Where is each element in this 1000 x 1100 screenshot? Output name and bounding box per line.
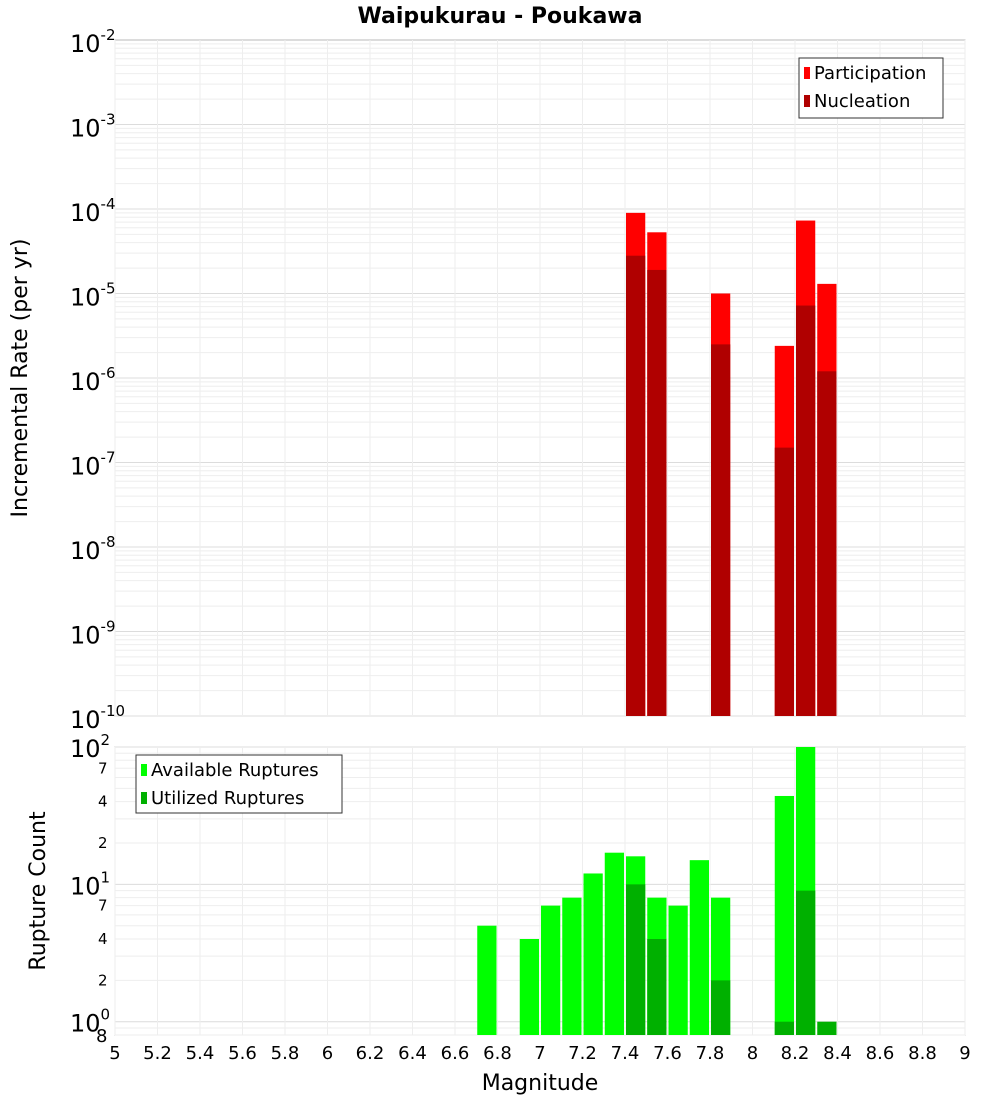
legend-swatch [804, 95, 810, 107]
y-tick-label: 10-3 [70, 111, 116, 143]
y-tick-label: 10-7 [70, 449, 116, 481]
rupture-bar [796, 890, 816, 1035]
rupture-bar [519, 939, 539, 1035]
rupture-bar [817, 1021, 837, 1035]
y-minor-tick-label: 7 [98, 759, 108, 777]
bottom-plot-area: 100 101 102 8 2 4 7 2 4 7 5 5.2 5.4 5.6 5.8 6 6.2 6.4 6.6… [26, 731, 971, 1096]
x-tick-label: 6.2 [356, 1043, 385, 1064]
legend-entry: Nucleation [814, 91, 910, 112]
y-minor-tick-label: 7 [98, 897, 108, 915]
rate-bar [774, 447, 794, 716]
y-tick-label: 10-8 [70, 533, 116, 565]
y-tick-label: 10-6 [70, 364, 116, 396]
y-tick-label: 10-5 [70, 280, 116, 312]
legend-box [798, 57, 944, 119]
rupture-bar [711, 980, 731, 1035]
x-tick-label: 6.4 [398, 1043, 427, 1064]
legend-box [135, 754, 343, 814]
x-tick-label: 8.8 [908, 1043, 937, 1064]
rate-bar [626, 255, 646, 716]
x-tick-label: 8.2 [781, 1043, 810, 1064]
x-tick-label: 8 [747, 1043, 758, 1064]
chart-title: Waipukurau - Poukawa [358, 4, 643, 29]
top-legend: Participation Nucleation [798, 57, 944, 119]
rate-bar [817, 371, 837, 716]
y-tick-label: 10-2 [70, 26, 116, 58]
x-tick-label: 6.6 [441, 1043, 470, 1064]
rupture-bar [562, 897, 582, 1035]
y-tick-label: 101 [70, 868, 110, 900]
rupture-bar [689, 860, 709, 1035]
rate-bar [796, 305, 816, 716]
legend-swatch [141, 764, 147, 776]
rupture-bar [604, 852, 624, 1035]
rupture-bar [626, 884, 646, 1035]
x-tick-label: 5.8 [271, 1043, 300, 1064]
y-minor-tick-label: 8 [96, 1026, 107, 1047]
bottom-y-axis-label: Rupture Count [26, 811, 51, 971]
x-tick-label: 5.4 [186, 1043, 215, 1064]
x-tick-label: 6 [322, 1043, 333, 1064]
legend-entry: Participation [814, 63, 926, 84]
rupture-bar [774, 1021, 794, 1035]
x-axis-label: Magnitude [482, 1071, 599, 1096]
x-tick-label: 5.6 [228, 1043, 257, 1064]
rupture-bar [477, 925, 497, 1035]
rupture-bar [668, 905, 688, 1035]
y-tick-label: 10-4 [70, 195, 116, 227]
top-y-axis-label: Incremental Rate (per yr) [8, 239, 33, 518]
x-tick-label: 5.2 [143, 1043, 172, 1064]
rate-bar [711, 344, 731, 716]
top-y-ticks: 10-10 10-9 10-8 10-7 10-6 10-5 10-4 10-3 10-2 [70, 26, 125, 734]
top-bars [626, 212, 837, 716]
y-tick-label: 10-9 [70, 618, 116, 650]
bottom-legend: Available Ruptures Utilized Ruptures [135, 754, 343, 814]
x-tick-label: 5 [109, 1043, 120, 1064]
y-minor-tick-label: 2 [98, 834, 108, 852]
y-tick-label: 10-10 [70, 702, 125, 734]
bottom-bars [477, 747, 837, 1035]
top-gridlines [114, 40, 966, 717]
y-tick-label: 102 [70, 731, 110, 763]
rupture-bar [541, 905, 561, 1035]
x-tick-label: 6.8 [483, 1043, 512, 1064]
x-tick-label: 8.6 [866, 1043, 895, 1064]
x-tick-label: 7.6 [653, 1043, 682, 1064]
legend-swatch [804, 67, 810, 79]
rupture-bar [583, 873, 603, 1035]
x-tick-label: 7.2 [568, 1043, 597, 1064]
y-minor-tick-label: 2 [98, 971, 108, 989]
y-minor-tick-label: 4 [98, 930, 108, 948]
x-tick-label: 7 [534, 1043, 545, 1064]
bottom-y-ticks: 100 101 102 8 2 4 7 2 4 7 [70, 731, 110, 1047]
x-tick-label: 7.4 [611, 1043, 640, 1064]
rate-bar [647, 269, 667, 716]
x-tick-label: 8.4 [823, 1043, 852, 1064]
x-tick-label: 7.8 [696, 1043, 725, 1064]
legend-swatch [141, 792, 147, 804]
rupture-bar [774, 795, 794, 1035]
rupture-bar [647, 939, 667, 1035]
y-minor-tick-label: 4 [98, 793, 108, 811]
x-tick-label: 9 [959, 1043, 970, 1064]
y-tick-label: 100 [70, 1006, 110, 1038]
x-ticks: 5 5.2 5.4 5.6 5.8 6 6.2 6.4 6.6 6.8 7 7.2 7.4 7.6 7.8 8… [109, 1043, 970, 1064]
legend-entry: Available Ruptures [151, 760, 319, 781]
legend-entry: Utilized Ruptures [151, 788, 304, 809]
top-plot-area: 10-10 10-9 10-8 10-7 10-6 10-5 10-4 10-3 10-2 In… [8, 26, 966, 734]
